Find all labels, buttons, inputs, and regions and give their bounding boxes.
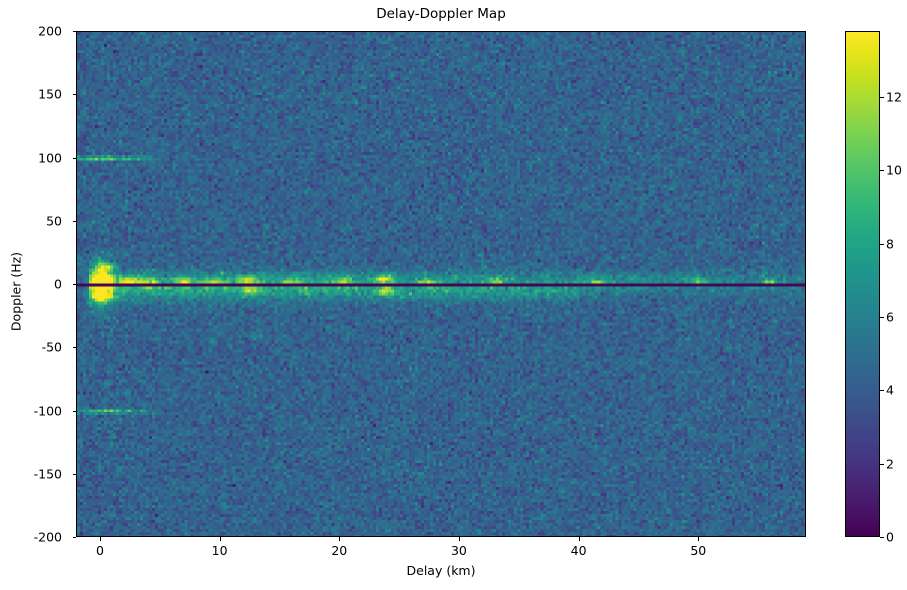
heatmap-plot-area[interactable] bbox=[76, 31, 806, 537]
y-tick-label: -50 bbox=[41, 339, 62, 355]
y-tick-label: -100 bbox=[33, 403, 62, 418]
y-tick-label: 0 bbox=[54, 276, 62, 292]
colorbar-tick-label: 0 bbox=[886, 529, 894, 545]
y-tick-mark bbox=[72, 284, 76, 285]
x-tick-label: 50 bbox=[690, 543, 707, 558]
y-tick-mark bbox=[72, 347, 76, 349]
y-tick-label: 50 bbox=[46, 213, 62, 229]
y-tick-mark bbox=[72, 94, 76, 96]
y-tick-mark bbox=[72, 410, 76, 412]
y-tick-label: 100 bbox=[38, 150, 62, 165]
x-tick-label: 30 bbox=[450, 543, 467, 558]
colorbar-tick-label: 2 bbox=[886, 456, 894, 472]
colorbar-tick-mark bbox=[880, 170, 884, 172]
colorbar-tick-mark bbox=[880, 97, 884, 98]
x-tick-label: 20 bbox=[331, 543, 348, 558]
y-tick-label: -200 bbox=[33, 529, 62, 545]
y-tick-mark bbox=[72, 157, 76, 159]
x-tick-label: 10 bbox=[211, 543, 228, 558]
x-tick-label: 40 bbox=[570, 543, 587, 558]
y-axis-label: Doppler (Hz) bbox=[8, 251, 24, 332]
colorbar-tick-label: 6 bbox=[886, 309, 894, 325]
colorbar-tick-mark bbox=[880, 537, 884, 538]
colorbar-tick-mark bbox=[880, 390, 884, 392]
x-axis-label: Delay (km) bbox=[406, 563, 476, 578]
y-tick-label: 200 bbox=[38, 23, 62, 39]
y-tick-mark bbox=[72, 220, 76, 222]
y-tick-mark bbox=[72, 473, 76, 475]
colorbar-tick-label: 4 bbox=[886, 382, 894, 398]
colorbar-tick-label: 10 bbox=[886, 162, 902, 178]
x-tick-mark bbox=[698, 537, 700, 541]
y-tick-mark bbox=[72, 537, 76, 538]
colorbar-tick-mark bbox=[880, 463, 884, 465]
colorbar-gradient[interactable] bbox=[845, 31, 880, 537]
x-tick-mark bbox=[339, 537, 341, 541]
colorbar[interactable] bbox=[845, 31, 880, 537]
x-tick-label: 0 bbox=[95, 543, 104, 558]
colorbar-tick-label: 12 bbox=[886, 89, 902, 105]
x-tick-mark bbox=[458, 537, 460, 541]
colorbar-tick-label: 8 bbox=[886, 236, 894, 252]
colorbar-tick-mark bbox=[880, 243, 884, 245]
x-tick-mark bbox=[578, 537, 580, 541]
y-tick-label: -150 bbox=[33, 466, 62, 482]
y-tick-label: 150 bbox=[38, 86, 62, 102]
x-tick-mark bbox=[219, 537, 221, 541]
delay-doppler-heatmap[interactable] bbox=[77, 32, 805, 536]
colorbar-tick-mark bbox=[880, 317, 884, 318]
page-title: Delay-Doppler Map bbox=[376, 6, 506, 22]
y-tick-mark bbox=[72, 31, 76, 32]
x-tick-mark bbox=[99, 537, 101, 541]
